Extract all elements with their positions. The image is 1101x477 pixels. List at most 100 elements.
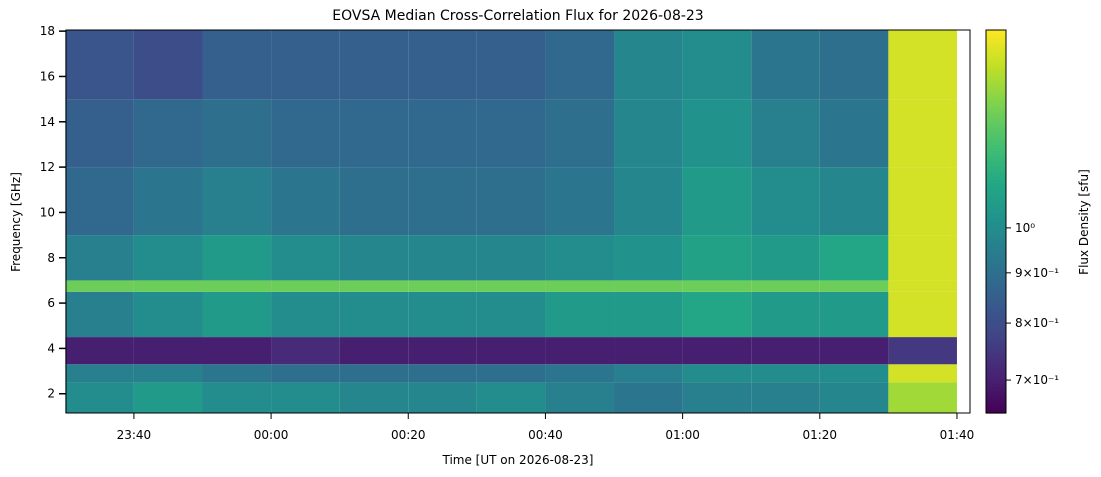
colorbar-segment — [986, 160, 1006, 165]
colorbar-segment — [986, 310, 1006, 315]
heatmap-cell — [202, 30, 272, 100]
heatmap-cell — [819, 291, 889, 338]
colorbar-segment — [986, 132, 1006, 136]
heatmap-cell — [339, 364, 409, 383]
colorbar-segment — [986, 262, 1006, 267]
x-tick-label: 01:40 — [940, 428, 975, 442]
heatmap-cell — [271, 382, 340, 413]
colorbar-segment — [986, 125, 1006, 130]
colorbar-segment — [986, 119, 1006, 124]
colorbar-segment — [986, 151, 1006, 156]
colorbar-segment — [986, 183, 1006, 187]
heatmap-cell — [202, 382, 272, 413]
y-tick-label: 10 — [40, 205, 55, 219]
heatmap-cell — [202, 364, 272, 383]
heatmap-cell — [888, 291, 957, 338]
heatmap-cell — [819, 99, 889, 168]
colorbar-segment — [986, 400, 1006, 405]
heatmap-cell — [751, 291, 820, 338]
heatmap-cell — [271, 364, 340, 383]
heatmap-cell — [888, 235, 957, 281]
colorbar-segment — [986, 42, 1006, 47]
colorbar-segment — [986, 205, 1006, 210]
colorbar-segment — [986, 314, 1006, 318]
heatmap-cell — [614, 99, 683, 168]
colorbar-segment — [986, 278, 1006, 283]
colorbar-segment — [986, 336, 1006, 341]
colorbar-segment — [986, 189, 1006, 194]
colorbar-segment — [986, 275, 1006, 280]
colorbar-segment — [986, 71, 1006, 76]
colorbar-segment — [986, 87, 1006, 92]
heatmap-cell — [202, 337, 272, 365]
heatmap-cell — [408, 99, 477, 168]
colorbar-segment — [986, 272, 1006, 277]
colorbar-segment — [986, 365, 1006, 369]
colorbar-segment — [986, 240, 1006, 245]
colorbar-segment — [986, 74, 1006, 79]
colorbar-segment — [986, 49, 1006, 53]
heatmap-cell — [133, 291, 203, 338]
heatmap-cell — [271, 337, 340, 365]
y-tick-label: 6 — [47, 296, 55, 310]
heatmap-cell — [271, 291, 340, 338]
heatmap-cell — [751, 382, 820, 413]
heatmap-cell — [682, 382, 752, 413]
heatmap-cell — [133, 99, 203, 168]
colorbar-segment — [986, 234, 1006, 239]
colorbar-segment — [986, 301, 1006, 306]
heatmap-cell — [888, 364, 957, 383]
heatmap-cell — [476, 99, 546, 168]
x-tick-label: 01:00 — [665, 428, 700, 442]
colorbar-segment — [986, 148, 1006, 152]
colorbar-segment — [986, 93, 1006, 98]
heatmap-cell — [202, 167, 272, 236]
colorbar-segment — [986, 84, 1006, 89]
colorbar-segment — [986, 176, 1006, 181]
colorbar-segment — [986, 68, 1006, 73]
colorbar-segment — [986, 333, 1006, 337]
heatmap-cell — [545, 382, 615, 413]
colorbar-frame — [985, 29, 1007, 414]
colorbar-segment — [986, 141, 1006, 146]
colorbar-segment — [986, 215, 1006, 219]
y-tick-label: 16 — [40, 69, 55, 83]
heatmap-cell — [133, 30, 203, 100]
heatmap-cell — [339, 30, 409, 100]
heatmap-cell — [682, 291, 752, 338]
heatmap-cell — [408, 364, 477, 383]
heatmap-cell — [751, 235, 820, 281]
colorbar-segment — [986, 381, 1006, 385]
colorbar-segment — [986, 288, 1006, 293]
colorbar-segment — [986, 403, 1006, 408]
heatmap-cell — [271, 235, 340, 281]
heatmap-cell — [614, 280, 683, 292]
heatmap-cell — [545, 364, 615, 383]
colorbar-segment — [986, 61, 1006, 66]
colorbar-segment — [986, 157, 1006, 162]
heatmap-cell — [476, 364, 546, 383]
colorbar-segment — [986, 247, 1006, 251]
colorbar-segment — [986, 352, 1006, 357]
heatmap-cell — [408, 382, 477, 413]
colorbar-segment — [986, 390, 1006, 395]
heatmap-cell — [682, 167, 752, 236]
colorbar-segment — [986, 208, 1006, 213]
colorbar-label: Flux Density [sfu] — [1077, 169, 1091, 275]
colorbar-segment — [986, 112, 1006, 117]
colorbar-segment — [986, 342, 1006, 347]
heatmap-cell — [614, 167, 683, 236]
colorbar-segment — [986, 227, 1006, 232]
plot-frame — [65, 29, 971, 414]
heatmap-cell — [819, 30, 889, 100]
colorbar-segment — [986, 100, 1006, 105]
heatmap-cell — [271, 99, 340, 168]
colorbar-segment — [986, 36, 1006, 41]
colorbar-segment — [986, 122, 1006, 127]
heatmap-cell — [408, 167, 477, 236]
colorbar-segment — [986, 282, 1006, 286]
heatmap-cell — [339, 167, 409, 236]
colorbar-segment — [986, 192, 1006, 197]
colorbar-segment — [986, 231, 1006, 235]
chart-title: EOVSA Median Cross-Correlation Flux for … — [332, 8, 703, 24]
